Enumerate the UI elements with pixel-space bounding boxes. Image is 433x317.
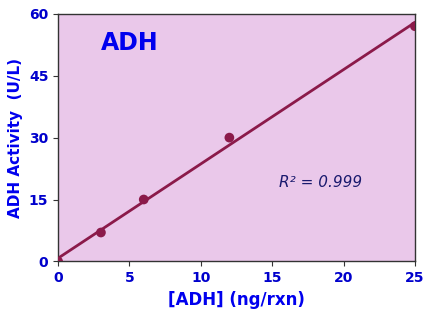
Point bbox=[55, 259, 61, 264]
X-axis label: [ADH] (ng/rxn): [ADH] (ng/rxn) bbox=[168, 291, 305, 309]
Point bbox=[140, 197, 147, 202]
Point bbox=[411, 24, 418, 29]
Text: ADH: ADH bbox=[101, 31, 158, 55]
Point bbox=[97, 230, 104, 235]
Point bbox=[226, 135, 233, 140]
Text: R² = 0.999: R² = 0.999 bbox=[279, 175, 362, 190]
Y-axis label: ADH Activity  (U/L): ADH Activity (U/L) bbox=[8, 58, 23, 217]
